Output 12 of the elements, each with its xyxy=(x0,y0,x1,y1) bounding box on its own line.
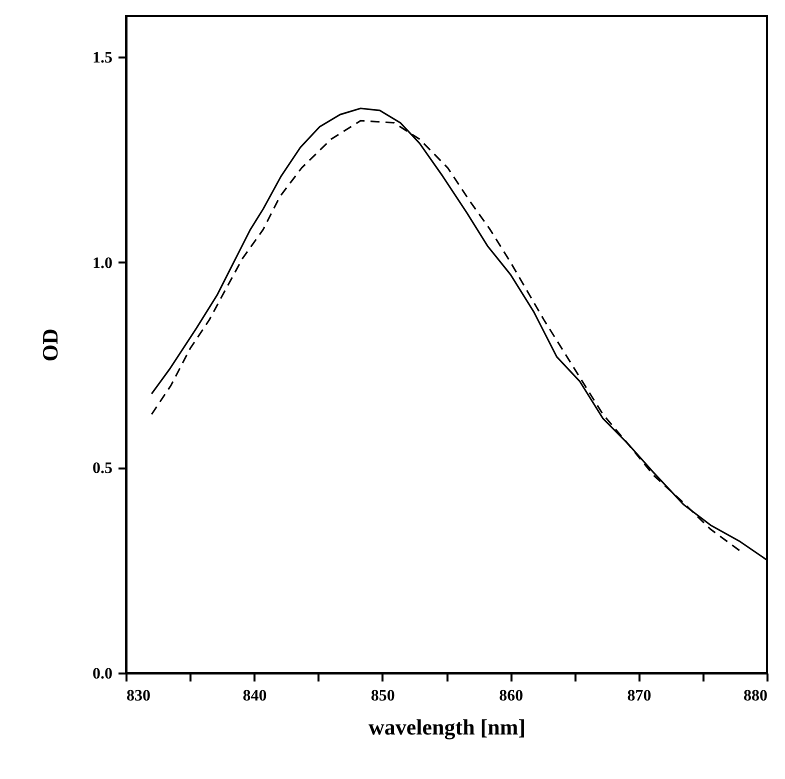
y-tick-label: 1.0 xyxy=(92,254,112,272)
y-tick-label: 0.5 xyxy=(92,460,112,478)
y-tick-label: 0.0 xyxy=(92,666,112,682)
x-tick-label: 840 xyxy=(242,688,267,704)
x-tick-label: 860 xyxy=(499,688,524,704)
x-tick-label: 830 xyxy=(126,688,150,704)
y-tick-label: 1.5 xyxy=(92,50,112,67)
x-tick-label: 870 xyxy=(627,688,652,704)
x-axis-title: wavelength [nm] xyxy=(368,714,526,740)
y-axis-title: OD xyxy=(38,328,62,362)
x-tick-label: 880 xyxy=(744,688,768,704)
x-tick-label: 850 xyxy=(370,688,395,704)
